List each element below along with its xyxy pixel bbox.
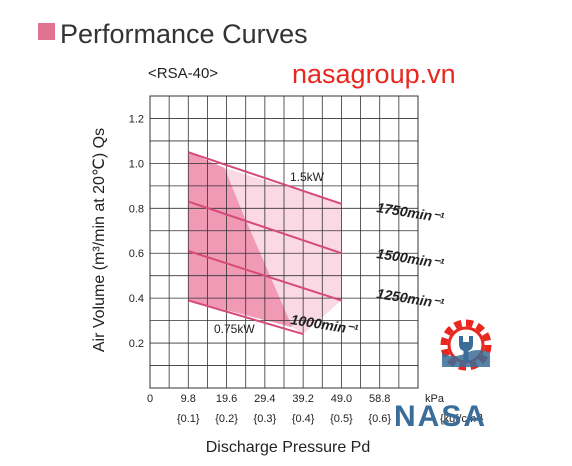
y-axis-label: Air Volume (m³/min at 20℃) Qs [91,128,108,352]
y-tick-labels: 0.2 0.4 0.6 0.8 1.0 1.2 [129,113,144,350]
gear-wrench-icon [440,319,492,371]
curve-label-1750: 1750min⁻¹ [376,199,446,226]
x-tick-2: 19.6 [216,393,237,405]
x-tick-alt-4: {0.4} [292,413,315,425]
logo-text: NASA [394,400,487,433]
x-tick-alt-6: {0.6} [368,413,391,425]
curve-line-3 [188,299,304,336]
x-tick-1: 9.8 [181,393,196,405]
logo: NASA [394,319,492,433]
speed-curves [187,151,342,336]
x-tick-5: 49.0 [331,393,352,405]
power-regions [188,152,342,335]
power-region-1 [224,167,342,335]
y-tick-0: 0.2 [129,338,144,350]
y-tick-1: 0.4 [129,293,144,305]
x-unit-label: kPa [425,393,445,405]
power-label-0-75kw: 0.75kW [214,322,255,336]
x-axis-label: Discharge Pressure Pd [206,439,371,456]
y-tick-4: 1.0 [129,158,144,170]
power-region-0 [188,152,293,328]
y-tick-5: 1.2 [129,113,144,125]
x-tick-alt-5: {0.5} [330,413,353,425]
x-tick-alt-2: {0.2} [215,413,238,425]
chart-grid [149,95,419,389]
x-tick-alt-3: {0.3} [254,413,277,425]
curve-label-1500: 1500min⁻¹ [376,245,446,272]
x-tick-4: 39.2 [292,393,313,405]
curve-line-1 [187,200,342,255]
chart-subtitle: <RSA-40> [148,65,218,82]
x-tick-labels: 0 9.8 {0.1} 19.6 {0.2} 29.4 {0.3} 39.2 {0.4} 49.0… [147,393,391,425]
curve-label-1250: 1250min⁻¹ [376,285,446,312]
x-tick-3: 29.4 [254,393,275,405]
x-tick-0: 0 [147,393,153,405]
y-tick-2: 0.6 [129,248,144,260]
page-title: Performance Curves [60,19,308,49]
y-tick-3: 0.8 [129,203,144,215]
power-label-1-5kw: 1.5kW [290,170,325,184]
plot-border [149,95,419,389]
x-unit-alt-label: {kgf/cm²} [440,413,484,425]
curve-line-0 [187,151,342,205]
x-tick-6: 58.8 [369,393,390,405]
watermark-text: nasagroup.vn [292,59,456,89]
curve-line-2 [187,250,342,302]
title-accent-square [38,23,55,40]
x-tick-alt-1: {0.1} [177,413,200,425]
